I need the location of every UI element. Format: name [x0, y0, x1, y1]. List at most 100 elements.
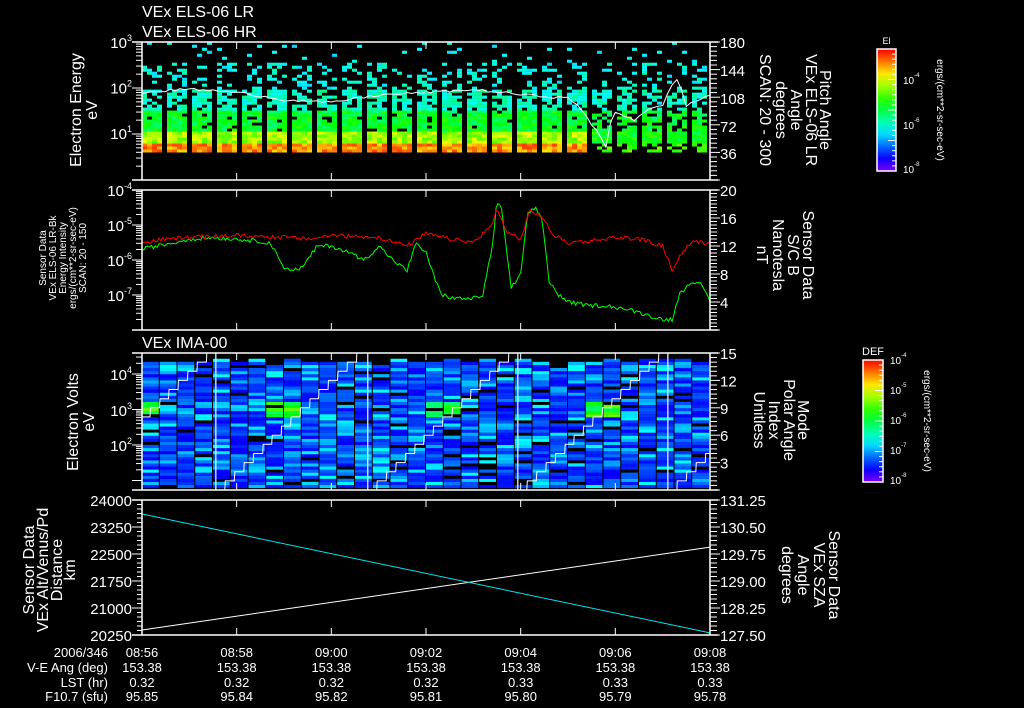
heatmap-cell	[514, 361, 532, 366]
heatmap-cell	[342, 92, 347, 96]
heatmap-cell	[147, 104, 152, 108]
heatmap-cell	[603, 466, 621, 470]
heatmap-cell	[357, 95, 362, 99]
heatmap-cell	[656, 389, 674, 393]
heatmap-cell	[621, 367, 638, 372]
heatmap-cell	[167, 149, 172, 153]
heatmap-cell	[547, 119, 552, 123]
heatmap-cell	[567, 125, 572, 129]
heatmap-cell	[372, 140, 377, 144]
heatmap-cell	[479, 435, 496, 439]
heatmap-cell	[248, 395, 266, 399]
heatmap-cell	[568, 475, 585, 479]
heatmap-cell	[527, 131, 532, 135]
heatmap-cell	[632, 107, 637, 111]
y-tick-label: 101	[110, 124, 132, 143]
heatmap-cell	[377, 143, 382, 147]
heatmap-cell	[297, 137, 302, 141]
heatmap-cell	[617, 107, 622, 111]
heatmap-cell	[577, 116, 582, 120]
heatmap-cell	[232, 131, 237, 135]
heatmap-cell	[656, 441, 674, 446]
heatmap-cell	[647, 149, 652, 153]
heatmap-cell	[627, 56, 632, 60]
heatmap-cell	[182, 107, 187, 111]
heatmap-cell	[417, 119, 422, 123]
heatmap-cell	[284, 395, 301, 399]
heatmap-cell	[342, 116, 347, 120]
heatmap-cell	[656, 380, 674, 384]
heatmap-cell	[467, 128, 472, 132]
heatmap-cell	[652, 131, 657, 135]
y2-tick-label: 9	[720, 401, 728, 418]
heatmap-cell	[547, 95, 552, 99]
heatmap-cell	[248, 478, 266, 482]
heatmap-cell	[352, 131, 357, 135]
heatmap-cell	[152, 119, 157, 123]
heatmap-cell	[639, 407, 656, 412]
heatmap-cell	[248, 383, 266, 387]
heatmap-cell	[202, 98, 207, 102]
heatmap-cell	[142, 460, 159, 464]
heatmap-cell	[192, 107, 197, 111]
heatmap-cell	[277, 113, 282, 117]
heatmap-cell	[627, 128, 632, 132]
heatmap-cell	[142, 472, 159, 476]
heatmap-cell	[202, 92, 207, 96]
heatmap-cell	[547, 116, 552, 120]
heatmap-cell	[479, 429, 496, 433]
heatmap-cell	[248, 460, 266, 464]
heatmap-cell	[522, 65, 527, 69]
heatmap-cell	[397, 122, 402, 126]
heatmap-cell	[247, 101, 252, 105]
heatmap-cell	[319, 426, 337, 430]
heatmap-cell	[407, 137, 412, 141]
heatmap-cell	[550, 463, 567, 467]
heatmap-cell	[266, 423, 283, 427]
heatmap-cell	[317, 134, 322, 138]
heatmap-cell	[674, 374, 692, 378]
heatmap-cell	[457, 143, 462, 147]
heatmap-cell	[284, 463, 301, 467]
heatmap-cell	[514, 380, 532, 384]
heatmap-cell	[159, 404, 177, 409]
heatmap-cell	[357, 98, 362, 102]
heatmap-cell	[557, 80, 562, 84]
heatmap-cell	[266, 364, 283, 369]
heatmap-cell	[182, 116, 187, 120]
heatmap-cell	[197, 53, 202, 57]
heatmap-cell	[252, 86, 257, 90]
heatmap-cell	[382, 98, 387, 102]
heatmap-cell	[408, 481, 425, 485]
heatmap-cell	[639, 386, 656, 390]
heatmap-cell	[197, 92, 202, 96]
heatmap-cell	[461, 451, 479, 455]
heatmap-cell	[568, 463, 585, 467]
heatmap-cell	[639, 411, 656, 415]
heatmap-cell	[682, 71, 687, 75]
heatmap-cell	[550, 417, 567, 421]
heatmap-cell	[197, 128, 202, 132]
heatmap-cell	[567, 131, 572, 135]
heatmap-cell	[527, 140, 532, 144]
heatmap-cell	[647, 62, 652, 66]
heatmap-cell	[242, 95, 247, 99]
heatmap-cell	[550, 475, 567, 479]
heatmap-cell	[322, 65, 327, 69]
heatmap-cell	[542, 92, 547, 96]
heatmap-cell	[527, 119, 532, 123]
footer-value: 0.32	[224, 675, 249, 690]
heatmap-cell	[550, 389, 567, 393]
heatmap-cell	[621, 426, 638, 430]
heatmap-cell	[301, 420, 319, 424]
heatmap-cell	[159, 444, 177, 449]
heatmap-cell	[603, 374, 621, 378]
heatmap-cell	[550, 441, 567, 446]
heatmap-cell	[552, 134, 557, 138]
series-line-distance	[141, 546, 711, 631]
heatmap-cell	[367, 92, 372, 96]
heatmap-cell	[443, 457, 461, 461]
heatmap-cell	[408, 429, 425, 433]
heatmap-cell	[177, 95, 182, 99]
heatmap-cell	[347, 137, 352, 141]
